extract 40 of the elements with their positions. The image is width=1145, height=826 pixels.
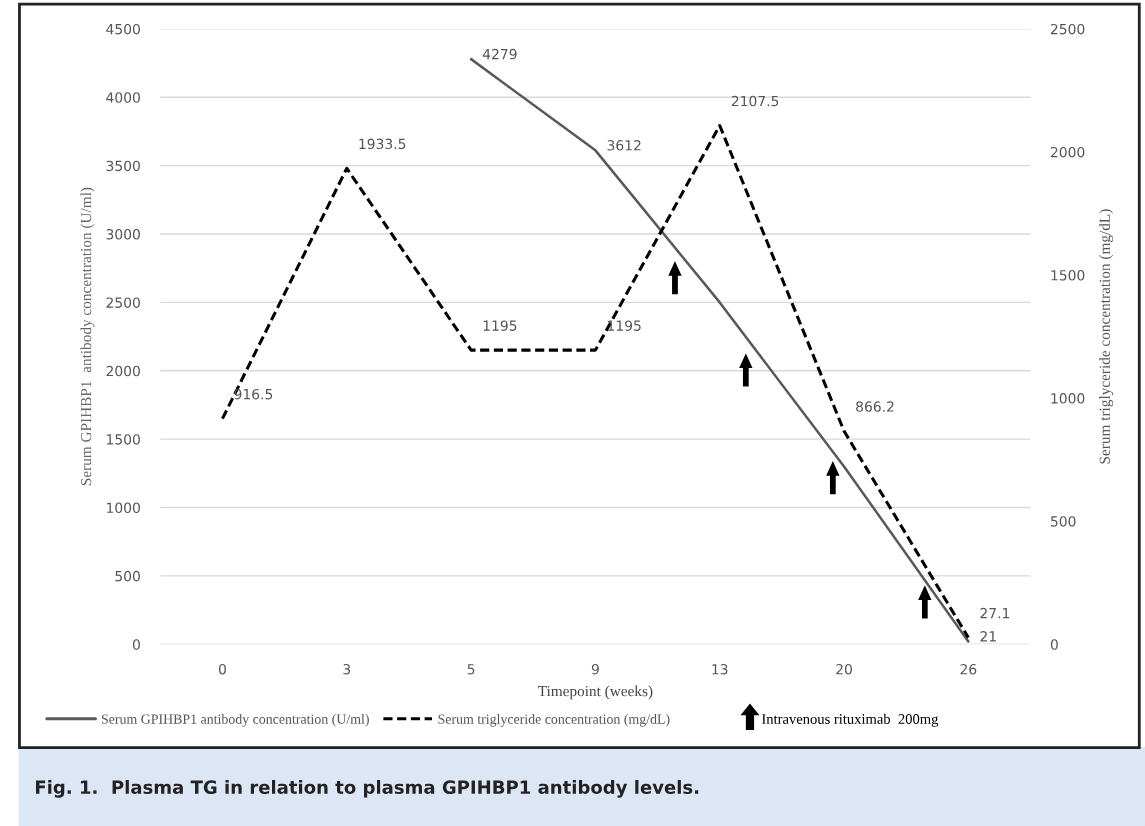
legend-label: Serum triglyceride concentration (mg/dL): [438, 714, 670, 727]
y-tick-label: 4000: [106, 92, 140, 103]
x-tick-label: 9: [591, 663, 599, 675]
data-label: 1195: [483, 320, 517, 331]
x-tick-label: 5: [467, 664, 475, 675]
x-tick-label: 26: [960, 663, 977, 675]
data-label: 916.5: [234, 388, 273, 400]
data-label: 3612: [607, 140, 641, 151]
y-tick-label: 1500: [107, 434, 140, 445]
y-axis-title: Serum GPIHBP1 antibody concentration (U/ml): [80, 187, 95, 486]
y-tick-label: 3000: [106, 229, 140, 240]
y2-tick-label: 2000: [1050, 146, 1085, 158]
data-label: 4279: [482, 48, 517, 60]
x-axis-title: Timepoint (weeks): [538, 685, 653, 700]
y-tick-label: 1000: [107, 502, 140, 514]
y-tick-label: 2500: [106, 297, 140, 308]
x-tick-label: 3: [343, 663, 351, 675]
y-tick-label: 4500: [106, 23, 140, 35]
y2-tick-label: 0: [1050, 639, 1058, 650]
data-label: 27.1: [980, 607, 1010, 619]
line-series: [220, 123, 970, 640]
y2-tick-label: 2500: [1050, 23, 1085, 35]
data-label: 2107.5: [731, 95, 779, 107]
y2-tick-label: 1500: [1051, 270, 1085, 281]
y-tick-label: 2000: [106, 365, 140, 377]
y2-axis-title: Serum triglyceride concentration (mg/dL): [1099, 209, 1114, 464]
text: Intravenous rituximab 200mg: [761, 713, 939, 727]
y2-tick-label: 1000: [1051, 393, 1085, 404]
data-label: 21: [980, 631, 996, 642]
y-tick-label: 0: [132, 639, 140, 650]
data-label: 1933.5: [359, 138, 406, 150]
y2-tick-label: 500: [1051, 516, 1076, 527]
x-tick-label: 0: [218, 663, 226, 675]
x-tick-label: 20: [836, 663, 852, 675]
legend-label: Serum GPIHBP1 antibody concentration (U/ml): [101, 714, 369, 727]
x-tick-label: 13: [712, 663, 728, 675]
data-label: 866.2: [856, 401, 894, 412]
y-tick-label: 500: [115, 570, 140, 582]
y-tick-label: 3500: [106, 160, 140, 172]
caption: Fig. 1. Plasma TG in relation to plasma GPIHBP1 antibody levels.: [36, 780, 699, 798]
